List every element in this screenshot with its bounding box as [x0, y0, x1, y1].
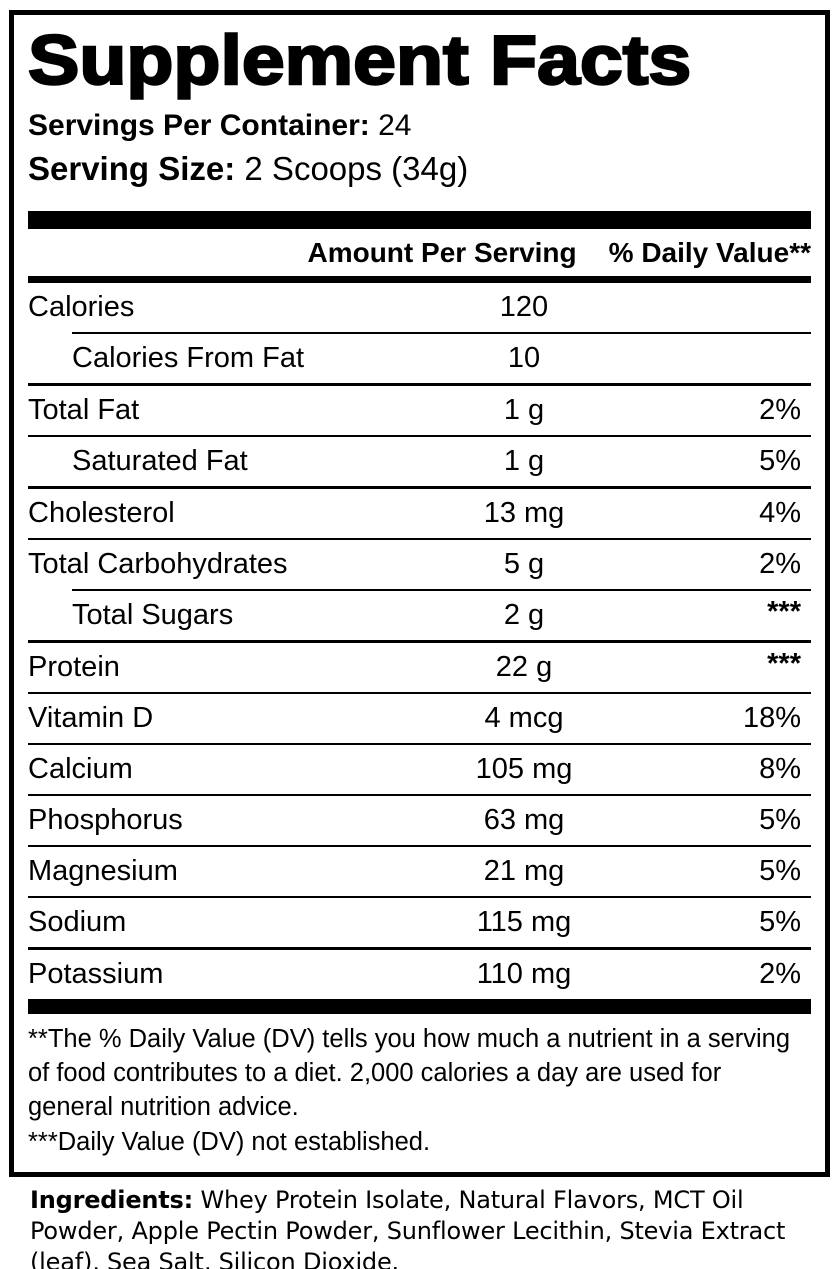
nutrient-name: Total Carbohydrates — [28, 548, 288, 581]
nutrient-daily-value: 8% — [759, 753, 801, 786]
table-row-magnesium: Magnesium 21 mg 5% — [28, 847, 811, 896]
row-divider — [72, 332, 811, 335]
row-divider — [28, 640, 811, 644]
nutrient-name: Saturated Fat — [72, 445, 248, 478]
not-established-footnote: ***Daily Value (DV) not established. — [28, 1128, 431, 1157]
nutrient-amount: 115 mg — [476, 906, 572, 939]
nutrient-amount: 10 — [507, 342, 541, 375]
row-divider — [28, 486, 811, 490]
nutrient-amount: 63 mg — [483, 804, 565, 837]
nutrient-amount: 120 — [499, 291, 549, 324]
row-divider — [28, 692, 811, 695]
ingredients-section: Ingredients: Whey Protein Isolate, Natur… — [30, 1185, 825, 1269]
table-row-cholesterol: Cholesterol 13 mg 4% — [28, 489, 811, 538]
row-divider — [28, 538, 811, 541]
row-divider — [28, 794, 811, 797]
nutrient-daily-value: *** — [767, 648, 801, 681]
servings-per-container-label: Servings Per Container: — [28, 109, 370, 142]
nutrient-amount: 105 mg — [475, 753, 573, 786]
row-divider — [28, 743, 811, 746]
serving-size-label: Serving Size: — [28, 149, 236, 187]
nutrient-amount: 2 g — [503, 599, 545, 632]
nutrient-name: Vitamin D — [28, 702, 154, 735]
nutrient-daily-value: 2% — [759, 394, 801, 427]
nutrient-name: Total Sugars — [72, 599, 234, 632]
table-row-sodium: Sodium 115 mg 5% — [28, 898, 811, 947]
nutrient-daily-value: 2% — [759, 958, 801, 991]
supplement-facts-panel: Supplement Facts Servings Per Container:… — [9, 10, 830, 1178]
ingredients-value: Whey Protein Isolate, Natural Flavors, M… — [30, 1186, 786, 1269]
nutrient-daily-value: 2% — [759, 548, 801, 581]
ingredients-label: Ingredients: — [30, 1186, 194, 1215]
table-row-phosphorus: Phosphorus 63 mg 5% — [28, 796, 811, 845]
page-title: Supplement Facts — [27, 21, 693, 99]
header-rule — [28, 276, 811, 284]
row-divider — [28, 896, 811, 899]
table-row-potassium: Potassium 110 mg 2% — [28, 950, 811, 999]
nutrient-amount: 5 g — [503, 548, 545, 581]
ingredients-line: Ingredients: Whey Protein Isolate, Natur… — [30, 1185, 825, 1269]
serving-size-line: Serving Size: 2 Scoops (34g) — [28, 150, 811, 188]
row-divider — [72, 589, 811, 592]
table-row-vitamin-d: Vitamin D 4 mcg 18% — [28, 694, 811, 743]
nutrient-name: Cholesterol — [28, 497, 175, 530]
nutrient-amount: 21 mg — [483, 855, 565, 888]
nutrient-amount: 4 mcg — [484, 702, 564, 735]
nutrient-amount: 1 g — [503, 445, 545, 478]
nutrient-amount: 13 mg — [483, 497, 565, 530]
table-header-row: Amount Per Serving % Daily Value** — [28, 229, 811, 276]
nutrient-daily-value: 5% — [759, 804, 801, 837]
separator-bar-top — [28, 211, 811, 230]
row-divider — [28, 947, 811, 951]
row-divider — [28, 383, 811, 387]
table-row-calories: Calories 120 — [28, 283, 811, 332]
table-row-calories-from-fat: Calories From Fat 10 — [28, 334, 811, 383]
nutrient-name: Sodium — [28, 906, 127, 939]
nutrient-daily-value: 5% — [759, 855, 801, 888]
serving-size-value: 2 Scoops (34g) — [244, 149, 469, 187]
separator-bar-bottom — [28, 999, 811, 1015]
nutrient-daily-value: 18% — [742, 702, 801, 735]
nutrient-daily-value: 4% — [759, 497, 801, 530]
nutrient-amount: 110 mg — [476, 958, 572, 991]
nutrient-daily-value: 5% — [759, 906, 801, 939]
table-row-total-carbohydrates: Total Carbohydrates 5 g 2% — [28, 540, 811, 589]
nutrient-name: Magnesium — [28, 855, 178, 888]
row-divider — [28, 435, 811, 438]
footnotes: **The % Daily Value (DV) tells you how m… — [28, 1014, 811, 1164]
nutrient-daily-value: *** — [767, 596, 801, 629]
table-row-protein: Protein 22 g *** — [28, 643, 811, 692]
nutrient-name: Total Fat — [28, 394, 140, 427]
nutrient-name: Potassium — [28, 958, 164, 991]
table-row-total-sugars: Total Sugars 2 g *** — [28, 591, 811, 640]
row-divider — [28, 845, 811, 848]
nutrient-amount: 22 g — [495, 651, 553, 684]
nutrient-amount: 1 g — [503, 394, 545, 427]
table-row-total-fat: Total Fat 1 g 2% — [28, 386, 811, 435]
table-row-calcium: Calcium 105 mg 8% — [28, 745, 811, 794]
daily-value-footnote: **The % Daily Value (DV) tells you how m… — [28, 1025, 791, 1121]
table-row-saturated-fat: Saturated Fat 1 g 5% — [28, 437, 811, 486]
nutrient-name: Calcium — [28, 753, 133, 786]
nutrient-name: Phosphorus — [28, 804, 183, 837]
column-header-amount: Amount Per Serving — [307, 236, 577, 268]
nutrient-name: Calories From Fat — [72, 342, 305, 375]
column-header-daily-value: % Daily Value** — [608, 236, 811, 268]
nutrient-name: Calories — [28, 291, 135, 324]
nutrient-name: Protein — [28, 651, 120, 684]
nutrient-daily-value: 5% — [759, 445, 801, 478]
servings-per-container-value: 24 — [378, 109, 412, 142]
servings-per-container-line: Servings Per Container: 24 — [28, 109, 811, 144]
